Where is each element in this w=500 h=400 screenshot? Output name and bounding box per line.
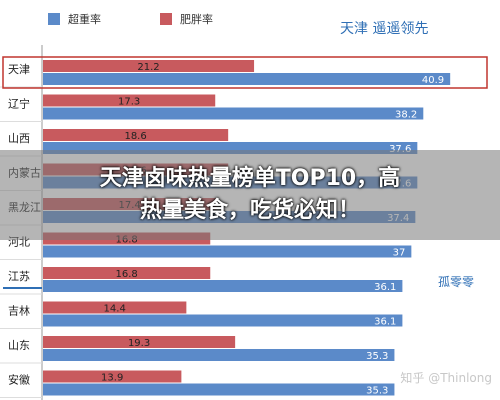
data-label-obesity: 19.3 [128,338,150,349]
data-label-overweight: 37 [393,248,406,259]
banner-line-2: 热量美食，吃货必知！ [139,198,360,223]
bar-obesity [43,60,255,72]
highlight-box [2,56,488,89]
legend-label-1: 肥胖率 [180,12,213,26]
data-label-obesity: 13.9 [101,373,123,384]
bar-overweight [43,280,403,292]
bar-obesity [43,370,182,383]
data-label-obesity: 21.2 [137,62,159,73]
bar-obesity [43,301,187,314]
data-label-obesity: 17.3 [118,97,140,108]
category-label: 安徽 [8,373,30,387]
bar-obesity [43,267,211,279]
handwritten-note-side: 孤零零 [438,275,475,289]
legend-swatch-0 [48,13,60,25]
bar-overweight [43,245,412,258]
data-label-overweight: 38.2 [395,110,417,121]
bar-obesity [43,94,216,107]
category-label: 江苏 [8,270,30,283]
banner-line-1: 天津卤味热量榜单TOP10，高 [99,166,401,191]
data-label-obesity: 14.4 [104,304,126,315]
legend-label-0: 超重率 [68,12,101,26]
data-label-overweight: 36.1 [374,317,396,328]
bar-overweight [43,73,451,85]
bar-overweight [43,383,395,396]
category-label: 吉林 [8,304,30,318]
data-label-overweight: 35.3 [366,351,388,362]
data-label-obesity: 18.6 [124,131,146,142]
data-label-overweight: 40.9 [422,75,444,86]
watermark: 知乎 @Thinlong [400,371,492,385]
category-label: 辽宁 [8,97,30,111]
data-label-overweight: 35.3 [366,386,388,397]
bar-overweight [43,107,424,120]
bar-overweight [43,314,403,327]
data-label-overweight: 37.6 [389,144,411,155]
data-label-obesity: 16.8 [115,269,137,280]
title-banner: 天津卤味热量榜单TOP10，高 热量美食，吃货必知！ [0,150,500,240]
bar-overweight [43,349,395,361]
data-label-overweight: 36.1 [374,282,396,293]
bar-obesity [43,129,229,141]
bar-obesity [43,336,236,348]
category-label: 天津 [8,63,30,76]
category-label: 山东 [8,339,30,352]
data-label-obesity: 16.8 [115,235,137,246]
handwritten-note-top: 天津 遥遥领先 [340,21,429,37]
legend-swatch-1 [160,13,172,25]
category-label: 山西 [8,132,30,145]
